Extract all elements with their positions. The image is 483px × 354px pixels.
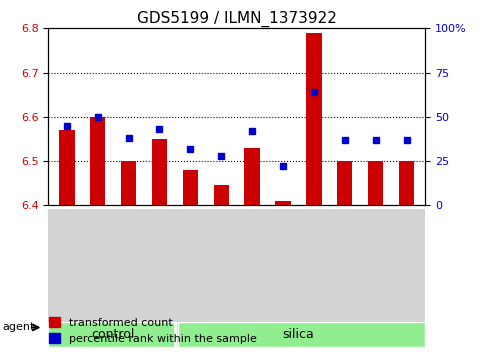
Bar [152, 139, 167, 205]
FancyBboxPatch shape [178, 322, 425, 347]
Bar [244, 148, 260, 205]
Bar [121, 161, 136, 205]
Bar [337, 161, 353, 205]
Text: silica: silica [283, 328, 314, 341]
Bar [183, 170, 198, 205]
Bar [399, 161, 414, 205]
Legend: transformed count, percentile rank within the sample: transformed count, percentile rank withi… [44, 313, 261, 348]
Bar [275, 201, 291, 205]
Bar [59, 130, 74, 205]
Bar [213, 185, 229, 205]
Title: GDS5199 / ILMN_1373922: GDS5199 / ILMN_1373922 [137, 11, 337, 27]
Bar [90, 117, 105, 205]
Bar [368, 161, 384, 205]
Bar [306, 33, 322, 205]
FancyBboxPatch shape [48, 322, 178, 347]
Text: agent: agent [2, 322, 35, 332]
Text: control: control [91, 328, 135, 341]
